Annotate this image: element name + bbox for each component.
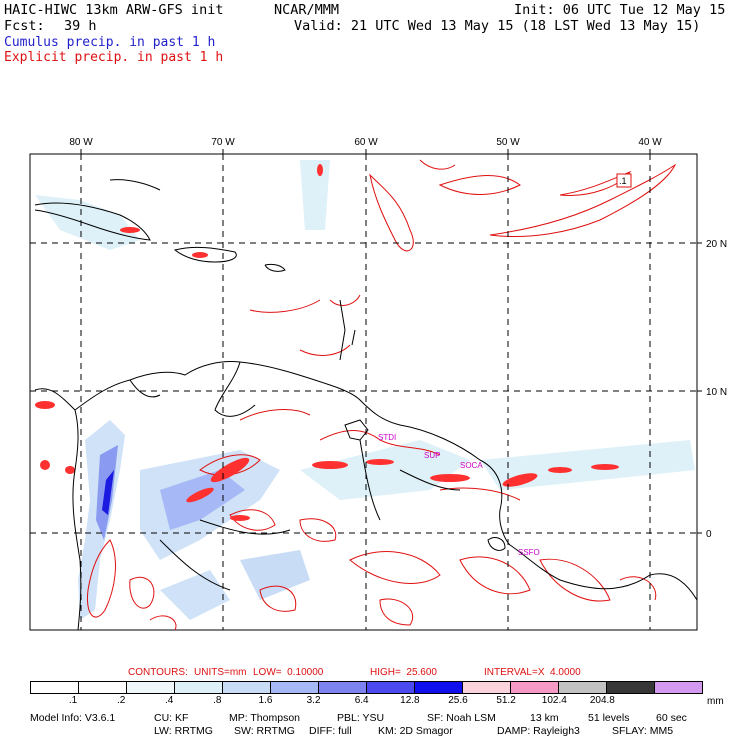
lon-label: 70 W [211, 137, 235, 148]
color-swatch [78, 682, 126, 693]
color-swatch [606, 682, 654, 693]
station-label: SOCA [460, 461, 483, 470]
color-swatch [174, 682, 222, 693]
model-info-line-2: LW: RRTMG SW: RRTMG DIFF: full KM: 2D Smago… [0, 725, 740, 738]
contours-low: LOW= 0.10000 [253, 667, 324, 678]
color-scale-unit: mm [707, 696, 724, 707]
color-scale-tick-label: .8 [213, 695, 222, 706]
color-swatch [270, 682, 318, 693]
color-scale-tick-label: .4 [165, 695, 174, 706]
model-info-item: SFLAY: MM5 [612, 725, 674, 737]
color-scale-tick-label: 3.2 [306, 695, 321, 706]
forecast-label: Fcst: [4, 18, 45, 34]
cumulus-legend: Cumulus precip. in past 1 h [4, 35, 216, 50]
explicit-precip-contours [86, 159, 677, 630]
model-info-item: DIFF: full [309, 725, 352, 737]
color-swatch [558, 682, 606, 693]
model-info-item: MP: Thompson [229, 712, 301, 724]
model-info-item: SF: Noah LSM [427, 712, 496, 724]
color-swatch [318, 682, 366, 693]
contours-high: HIGH= 25.600 [370, 667, 437, 678]
station-label: STDI [378, 433, 396, 442]
color-scale-tick-label: 51.2 [496, 695, 516, 706]
model-info-item: KM: 2D Smagor [378, 725, 453, 737]
color-scale-tick-label: .2 [116, 695, 126, 706]
contours-interval: INTERVAL=X 4.0000 [484, 667, 581, 678]
model-title: HAIC-HIWC 13km ARW-GFS init [4, 2, 224, 18]
model-info-item: SW: RRTMG [234, 725, 295, 737]
explicit-legend: Explicit precip. in past 1 h [4, 50, 224, 65]
color-scale-tick-label: 25.6 [448, 695, 468, 706]
model-info-item: DAMP: Rayleigh3 [497, 725, 580, 737]
model-info-item: Model Info: V3.6.1 [30, 712, 116, 724]
color-swatch [222, 682, 270, 693]
color-scale-labels: .1 .2 .4 .8 1.6 3.2 6.4 12.8 25.6 51.2 102.4 204.8 [0, 695, 740, 707]
model-info-item: CU: KF [154, 712, 189, 724]
valid-time: Valid: 21 UTC Wed 13 May 15 (18 LST Wed … [294, 18, 701, 34]
lat-label: 0 [706, 529, 712, 540]
color-swatch [414, 682, 462, 693]
lat-lon-grid [30, 154, 697, 630]
lon-label: 50 W [496, 137, 520, 148]
axis-ticks [80, 149, 702, 534]
station-label: SUP [424, 451, 440, 460]
max-marker-box [616, 173, 632, 188]
max-marker-label: .1 [619, 176, 627, 186]
organization: NCAR/MMM [274, 2, 340, 18]
lat-label: 10 N [706, 387, 727, 398]
color-scale-tick-label: 12.8 [400, 695, 420, 706]
color-scale-bar [30, 681, 703, 694]
contours-units: UNITS=mm [194, 667, 247, 678]
lon-label: 40 W [638, 137, 662, 148]
model-info-item: 60 sec [656, 712, 687, 724]
color-scale-tick-label: 1.6 [258, 695, 273, 706]
lat-label: 20 N [706, 239, 727, 250]
model-info-item: 13 km [530, 712, 559, 724]
explicit-precip-cores [35, 164, 619, 521]
model-info-item: PBL: YSU [337, 712, 385, 724]
lon-label: 80 W [69, 137, 93, 148]
model-info-item: LW: RRTMG [154, 725, 213, 737]
contours-label: CONTOURS: [128, 667, 188, 678]
color-swatch [126, 682, 174, 693]
init-time: Init: 06 UTC Tue 12 May 15 [514, 2, 726, 18]
map-frame [29, 153, 698, 631]
color-swatch [654, 682, 702, 693]
lon-label: 60 W [354, 137, 378, 148]
color-swatch [366, 682, 414, 693]
color-scale-tick-label: .1 [68, 695, 78, 706]
color-swatch [510, 682, 558, 693]
forecast-hour: 39 h [64, 18, 97, 34]
color-scale-tick-label: 6.4 [354, 695, 369, 706]
model-info-item: 51 levels [588, 712, 630, 724]
color-swatch [462, 682, 510, 693]
model-info-line-1: Model Info: V3.6.1 CU: KF MP: Thompson PBL:… [0, 712, 740, 725]
color-scale-tick-label: 102.4 [541, 695, 567, 706]
color-scale-tick-label: 204.8 [589, 695, 615, 706]
station-label: SSFO [518, 548, 540, 557]
color-swatch [31, 682, 78, 693]
